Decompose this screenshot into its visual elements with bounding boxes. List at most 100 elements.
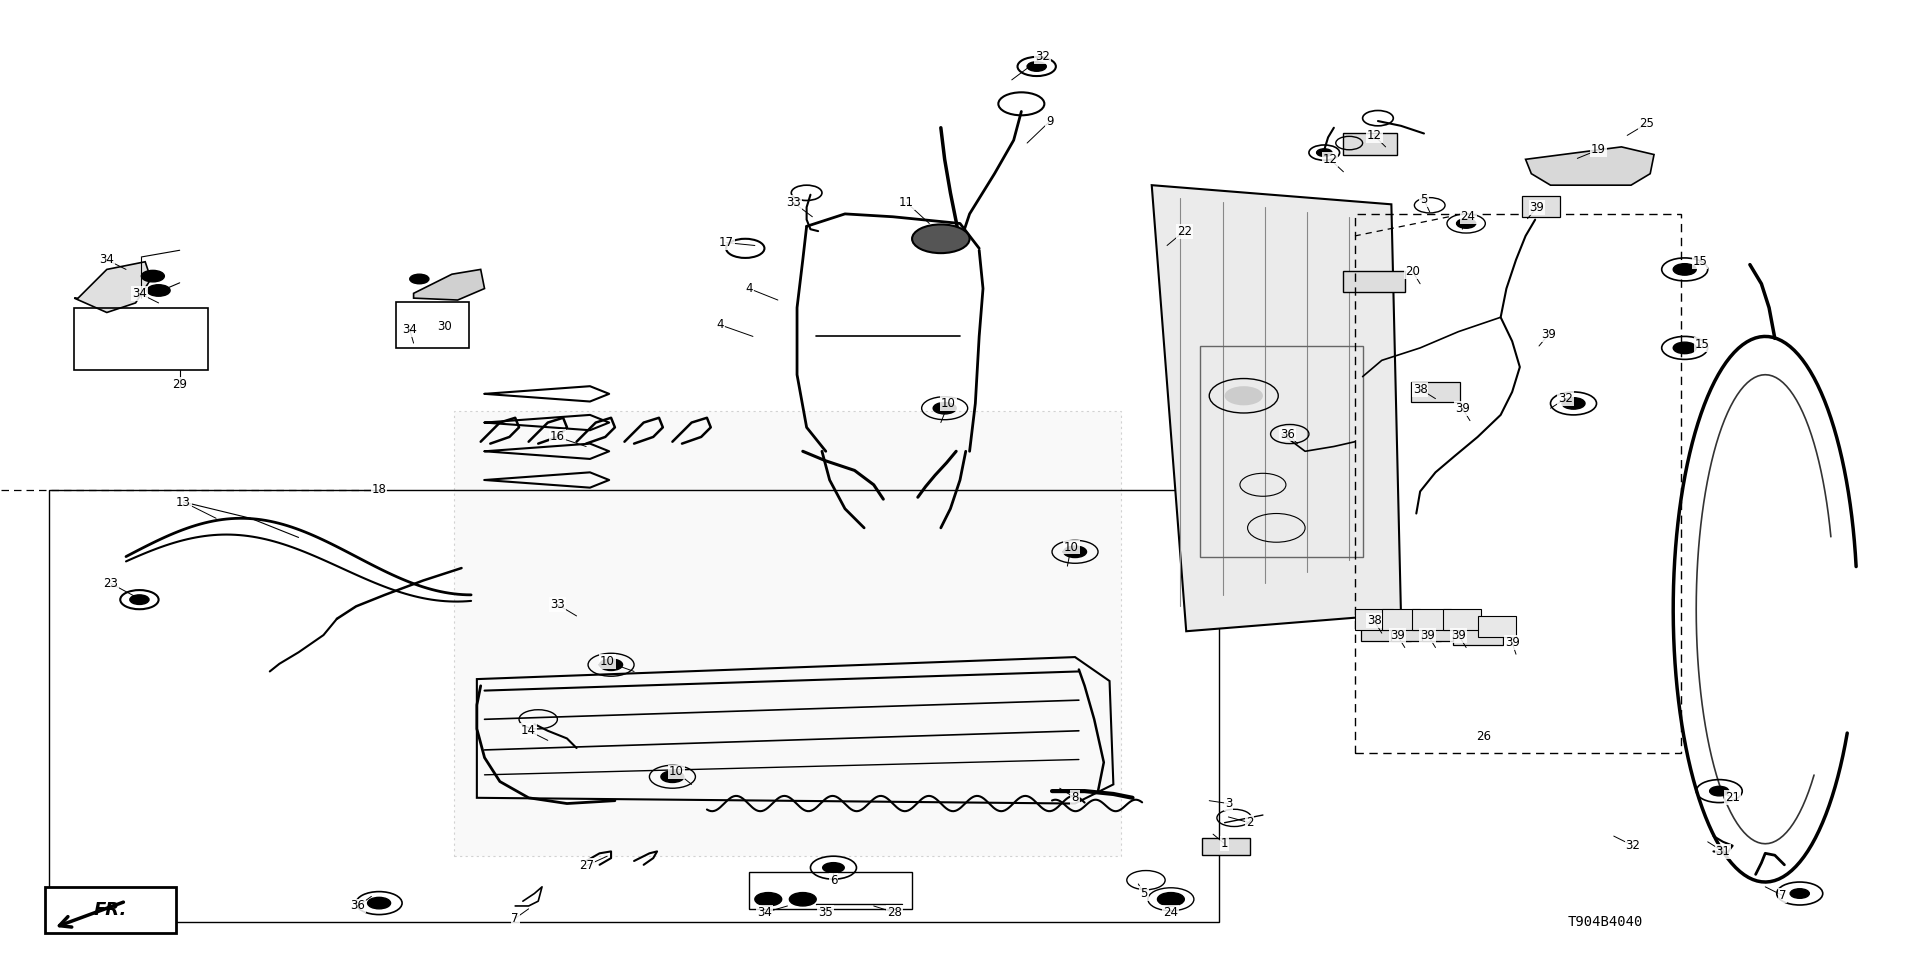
Text: 34: 34	[100, 253, 115, 266]
Text: 16: 16	[549, 430, 564, 444]
Text: 28: 28	[887, 906, 902, 919]
Text: 4: 4	[745, 282, 753, 295]
Text: 24: 24	[1461, 210, 1476, 224]
Circle shape	[131, 595, 150, 605]
Circle shape	[367, 898, 390, 909]
Circle shape	[1317, 149, 1332, 156]
Bar	[1344, 272, 1405, 293]
Text: 14: 14	[520, 724, 536, 737]
Text: FR.: FR.	[94, 900, 127, 919]
Circle shape	[599, 659, 622, 670]
Bar	[1382, 610, 1421, 631]
Bar	[1356, 214, 1680, 753]
Text: 6: 6	[829, 874, 837, 887]
Circle shape	[1789, 889, 1809, 899]
Text: 10: 10	[599, 656, 614, 668]
Text: 30: 30	[438, 321, 451, 333]
Bar	[1344, 133, 1398, 155]
Polygon shape	[1152, 185, 1402, 632]
Circle shape	[142, 271, 165, 282]
Bar	[396, 302, 468, 348]
Bar	[1361, 622, 1411, 641]
Bar	[1523, 196, 1561, 217]
Text: 13: 13	[177, 495, 190, 509]
Text: 39: 39	[1530, 201, 1544, 214]
Text: 27: 27	[578, 859, 593, 873]
Text: 32: 32	[1626, 839, 1640, 852]
Circle shape	[1225, 386, 1263, 405]
Text: 12: 12	[1367, 129, 1382, 142]
Bar	[749, 873, 912, 909]
Text: 33: 33	[785, 196, 801, 209]
Circle shape	[1709, 786, 1728, 796]
Text: 38: 38	[1413, 383, 1427, 396]
Text: 15: 15	[1695, 338, 1709, 350]
Text: 34: 34	[756, 906, 772, 919]
Text: 34: 34	[132, 287, 146, 300]
Text: 36: 36	[351, 900, 365, 912]
Text: 33: 33	[549, 598, 564, 611]
Circle shape	[148, 285, 171, 297]
Text: 5: 5	[1140, 887, 1148, 900]
Text: 2: 2	[1246, 816, 1254, 829]
Text: 39: 39	[1452, 629, 1465, 641]
Circle shape	[912, 225, 970, 253]
Text: 3: 3	[1225, 797, 1233, 810]
Text: 8: 8	[1071, 791, 1079, 804]
Text: 35: 35	[818, 906, 833, 919]
Polygon shape	[413, 270, 484, 300]
Text: 36: 36	[1281, 427, 1296, 441]
Text: 11: 11	[899, 196, 914, 209]
Text: 20: 20	[1405, 265, 1421, 277]
Text: 21: 21	[1726, 791, 1740, 804]
Circle shape	[789, 893, 816, 906]
Circle shape	[1563, 397, 1586, 409]
Text: 15: 15	[1693, 255, 1707, 268]
Text: 19: 19	[1592, 143, 1605, 156]
Text: 1: 1	[1221, 837, 1229, 851]
Text: 4: 4	[716, 319, 724, 331]
Circle shape	[1672, 264, 1695, 276]
Bar	[1411, 382, 1461, 401]
Text: 29: 29	[173, 378, 186, 391]
Text: T904B4040: T904B4040	[1567, 915, 1642, 929]
Circle shape	[1457, 219, 1476, 228]
Bar	[46, 887, 177, 933]
Text: 38: 38	[1367, 614, 1382, 627]
Text: 12: 12	[1323, 153, 1338, 166]
Bar	[1356, 610, 1394, 631]
Bar	[75, 308, 209, 370]
Text: 39: 39	[1455, 401, 1469, 415]
Bar	[453, 411, 1121, 856]
Bar	[1423, 622, 1473, 641]
Bar	[1200, 346, 1363, 557]
Text: 39: 39	[1542, 328, 1555, 341]
Text: 34: 34	[403, 324, 417, 336]
Text: 31: 31	[1716, 845, 1730, 858]
Text: 10: 10	[668, 765, 684, 779]
Text: 10: 10	[1064, 540, 1079, 554]
Bar	[1444, 610, 1482, 631]
Bar	[1453, 626, 1503, 645]
Text: 25: 25	[1640, 117, 1653, 131]
Text: 26: 26	[1476, 730, 1492, 743]
Circle shape	[1672, 342, 1695, 353]
Text: 18: 18	[372, 483, 386, 496]
Text: 32: 32	[1559, 392, 1572, 405]
Text: 17: 17	[718, 236, 733, 249]
Circle shape	[409, 275, 428, 284]
Text: 7: 7	[511, 912, 518, 924]
Text: 5: 5	[1421, 193, 1428, 206]
Bar	[50, 490, 1219, 923]
Text: 7: 7	[1778, 889, 1786, 902]
Circle shape	[1064, 546, 1087, 558]
Text: 10: 10	[941, 396, 956, 410]
Circle shape	[822, 862, 845, 874]
Text: 24: 24	[1164, 906, 1179, 919]
Text: 39: 39	[1505, 636, 1519, 649]
Circle shape	[755, 893, 781, 906]
Circle shape	[933, 402, 956, 414]
Bar	[1413, 610, 1452, 631]
Text: 9: 9	[1046, 114, 1054, 128]
Circle shape	[660, 771, 684, 782]
